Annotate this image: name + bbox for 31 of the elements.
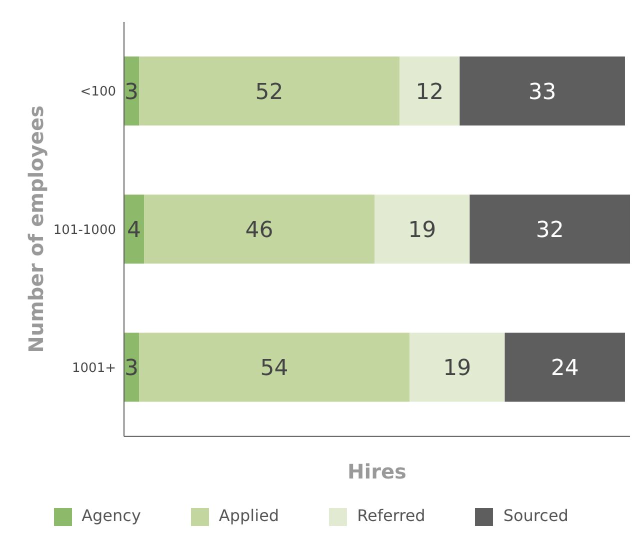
data-label: 12 xyxy=(416,80,444,105)
data-label: 32 xyxy=(536,218,564,243)
data-label: 4 xyxy=(127,218,142,243)
legend-label: Agency xyxy=(82,506,141,526)
y-tick-label: 101-1000 xyxy=(53,222,116,238)
bar xyxy=(144,194,374,264)
data-label: 19 xyxy=(443,356,472,382)
data-label: 19 xyxy=(408,218,436,243)
data-label: 3 xyxy=(124,356,139,382)
bar xyxy=(504,332,625,402)
data-label: 3 xyxy=(124,80,139,105)
data-label: 54 xyxy=(260,356,288,382)
bar xyxy=(400,56,460,126)
bar xyxy=(374,194,470,264)
data-label: 24 xyxy=(550,356,579,382)
legend-label: Applied xyxy=(218,506,280,526)
bar xyxy=(139,56,400,126)
bar xyxy=(124,194,144,264)
bar xyxy=(139,332,410,402)
data-label: 46 xyxy=(245,218,274,243)
y-tick-label: <100 xyxy=(80,84,116,100)
bar xyxy=(460,56,625,126)
bar xyxy=(410,332,505,402)
y-axis-title: Number of employees xyxy=(24,106,48,353)
bar xyxy=(470,194,630,264)
data-label: 52 xyxy=(255,80,284,105)
x-axis-title: Hires xyxy=(348,459,406,484)
legend-label: Sourced xyxy=(503,506,568,526)
data-label: 33 xyxy=(528,80,556,105)
legend-label: Referred xyxy=(357,506,426,526)
y-tick-label: 1001+ xyxy=(72,360,116,376)
